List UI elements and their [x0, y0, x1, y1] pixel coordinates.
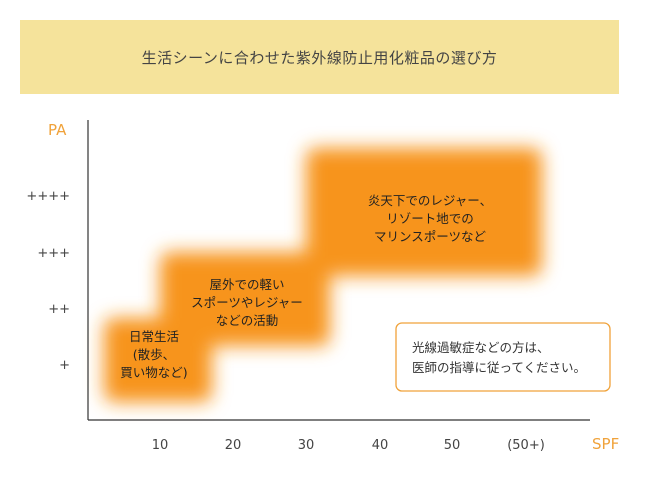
region-label-line: リゾート地での	[386, 211, 474, 226]
region-label-line: スポーツやレジャー	[191, 295, 303, 310]
note-box	[395, 322, 611, 392]
x-tick-label: 50	[444, 438, 461, 453]
note-line: 光線過敏症などの方は、	[412, 340, 550, 355]
region-label-line: 炎天下でのレジャー、	[368, 193, 492, 208]
region-hot-leisure	[306, 148, 542, 276]
x-axis-label: SPF	[592, 435, 619, 453]
region-label-line: 買い物など)	[120, 365, 187, 380]
x-tick-label: 40	[372, 438, 389, 453]
region-label-line: 屋外での軽い	[209, 277, 284, 292]
y-axis-label: PA	[48, 121, 67, 139]
region-outdoor-activities	[160, 252, 330, 346]
page-title: 生活シーンに合わせた紫外線防止用化粧品の選び方	[141, 48, 498, 67]
region-label-line: 日常生活	[129, 329, 179, 344]
region-label-line: (散歩、	[133, 347, 175, 362]
y-tick-label: +	[59, 358, 70, 373]
note-line: 医師の指導に従ってください。	[412, 360, 586, 375]
x-tick-label: 10	[152, 438, 169, 453]
y-tick-label: +++	[37, 246, 70, 261]
x-tick-label: (50+)	[507, 438, 545, 453]
title-banner: 生活シーンに合わせた紫外線防止用化粧品の選び方	[20, 20, 619, 94]
region-label-line: マリンスポーツなど	[374, 229, 487, 244]
region-label-line: などの活動	[216, 313, 279, 328]
x-tick-label: 20	[225, 438, 242, 453]
y-tick-label: ++++	[26, 189, 70, 204]
x-tick-label: 30	[298, 438, 315, 453]
y-tick-label: ++	[48, 302, 70, 317]
